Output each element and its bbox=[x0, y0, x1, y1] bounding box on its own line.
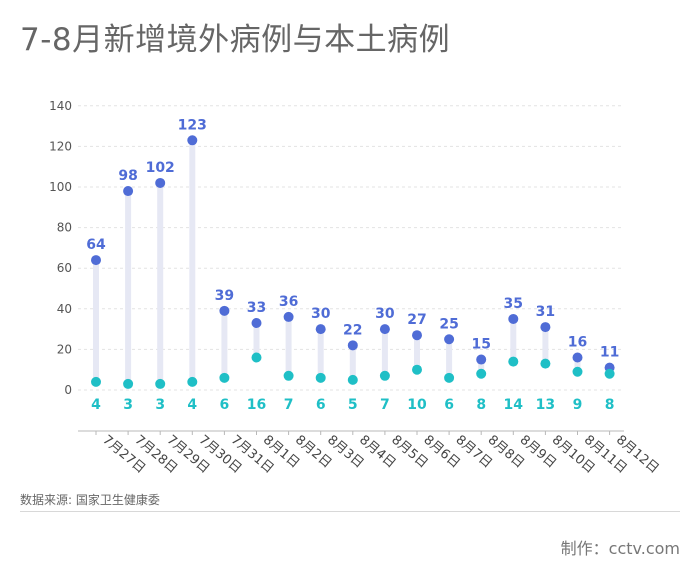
y-tick-label: 80 bbox=[57, 221, 72, 235]
y-tick-label: 0 bbox=[64, 383, 72, 397]
local-dot bbox=[476, 368, 487, 379]
imported-value-label: 22 bbox=[343, 322, 362, 338]
imported-dot bbox=[219, 305, 230, 316]
local-dot bbox=[508, 356, 519, 367]
local-dot bbox=[155, 378, 166, 389]
imported-dot bbox=[155, 177, 166, 188]
local-dot bbox=[572, 366, 583, 377]
local-dot bbox=[315, 372, 326, 383]
local-dot bbox=[219, 372, 230, 383]
local-value-label: 9 bbox=[573, 397, 583, 413]
local-value-label: 13 bbox=[536, 397, 555, 413]
local-value-label: 7 bbox=[284, 397, 294, 413]
imported-dot bbox=[187, 135, 198, 146]
imported-dot bbox=[379, 324, 390, 335]
local-dot bbox=[123, 378, 134, 389]
local-value-label: 4 bbox=[91, 397, 101, 413]
imported-value-label: 27 bbox=[407, 312, 426, 328]
local-value-label: 8 bbox=[605, 397, 615, 413]
local-dot bbox=[283, 370, 294, 381]
imported-value-label: 64 bbox=[86, 237, 106, 253]
y-tick-label: 40 bbox=[57, 302, 72, 316]
local-dot bbox=[540, 358, 551, 369]
imported-dot bbox=[251, 318, 262, 329]
imported-dot bbox=[91, 255, 101, 266]
y-tick-label: 60 bbox=[57, 261, 72, 275]
imported-dot bbox=[572, 352, 583, 363]
imported-value-label: 36 bbox=[279, 294, 298, 310]
local-value-label: 10 bbox=[407, 397, 427, 413]
local-dot bbox=[412, 364, 422, 375]
local-dot bbox=[444, 372, 455, 383]
y-tick-label: 120 bbox=[49, 139, 72, 153]
local-value-label: 6 bbox=[220, 397, 230, 413]
imported-value-label: 102 bbox=[146, 160, 175, 176]
imported-dot bbox=[508, 313, 519, 324]
imported-dot bbox=[347, 340, 358, 351]
imported-dot bbox=[315, 324, 326, 335]
imported-dot bbox=[540, 322, 551, 333]
imported-dot bbox=[476, 354, 487, 365]
y-tick-label: 140 bbox=[49, 99, 72, 113]
imported-value-label: 25 bbox=[439, 316, 458, 332]
imported-dot bbox=[123, 186, 134, 197]
local-dot bbox=[379, 370, 390, 381]
imported-value-label: 30 bbox=[311, 306, 331, 322]
local-dot bbox=[604, 368, 615, 379]
local-value-label: 8 bbox=[476, 397, 486, 413]
imported-value-label: 15 bbox=[471, 337, 490, 353]
imported-dot bbox=[412, 330, 422, 341]
local-value-label: 6 bbox=[316, 397, 326, 413]
imported-value-label: 39 bbox=[215, 288, 234, 304]
local-dot bbox=[187, 376, 198, 387]
imported-value-label: 11 bbox=[600, 345, 619, 361]
imported-value-label: 31 bbox=[536, 304, 555, 320]
chart-title: 7-8月新增境外病例与本土病例 bbox=[20, 22, 451, 58]
dumbbell-chart: 0204060801001201406447月27日9837月28日10237月… bbox=[49, 99, 662, 477]
y-tick-label: 20 bbox=[57, 342, 72, 356]
local-value-label: 3 bbox=[123, 397, 133, 413]
local-dot bbox=[251, 352, 262, 363]
imported-dot bbox=[444, 334, 455, 345]
local-value-label: 14 bbox=[504, 397, 524, 413]
local-value-label: 4 bbox=[187, 397, 197, 413]
y-tick-label: 100 bbox=[49, 180, 72, 194]
imported-value-label: 16 bbox=[568, 335, 587, 351]
imported-dot bbox=[283, 311, 294, 322]
imported-value-label: 98 bbox=[118, 168, 137, 184]
imported-value-label: 33 bbox=[247, 300, 266, 316]
local-value-label: 5 bbox=[348, 397, 358, 413]
local-dot bbox=[91, 376, 101, 387]
local-dot bbox=[347, 374, 358, 385]
local-value-label: 7 bbox=[380, 397, 390, 413]
imported-value-label: 35 bbox=[504, 296, 523, 312]
imported-value-label: 123 bbox=[178, 117, 207, 133]
footer-divider bbox=[20, 511, 680, 512]
data-source: 数据来源: 国家卫生健康委 bbox=[20, 493, 160, 507]
local-value-label: 3 bbox=[155, 397, 165, 413]
credit: 制作：cctv.com bbox=[560, 539, 680, 558]
imported-value-label: 30 bbox=[375, 306, 395, 322]
local-value-label: 16 bbox=[247, 397, 266, 413]
local-value-label: 6 bbox=[444, 397, 454, 413]
